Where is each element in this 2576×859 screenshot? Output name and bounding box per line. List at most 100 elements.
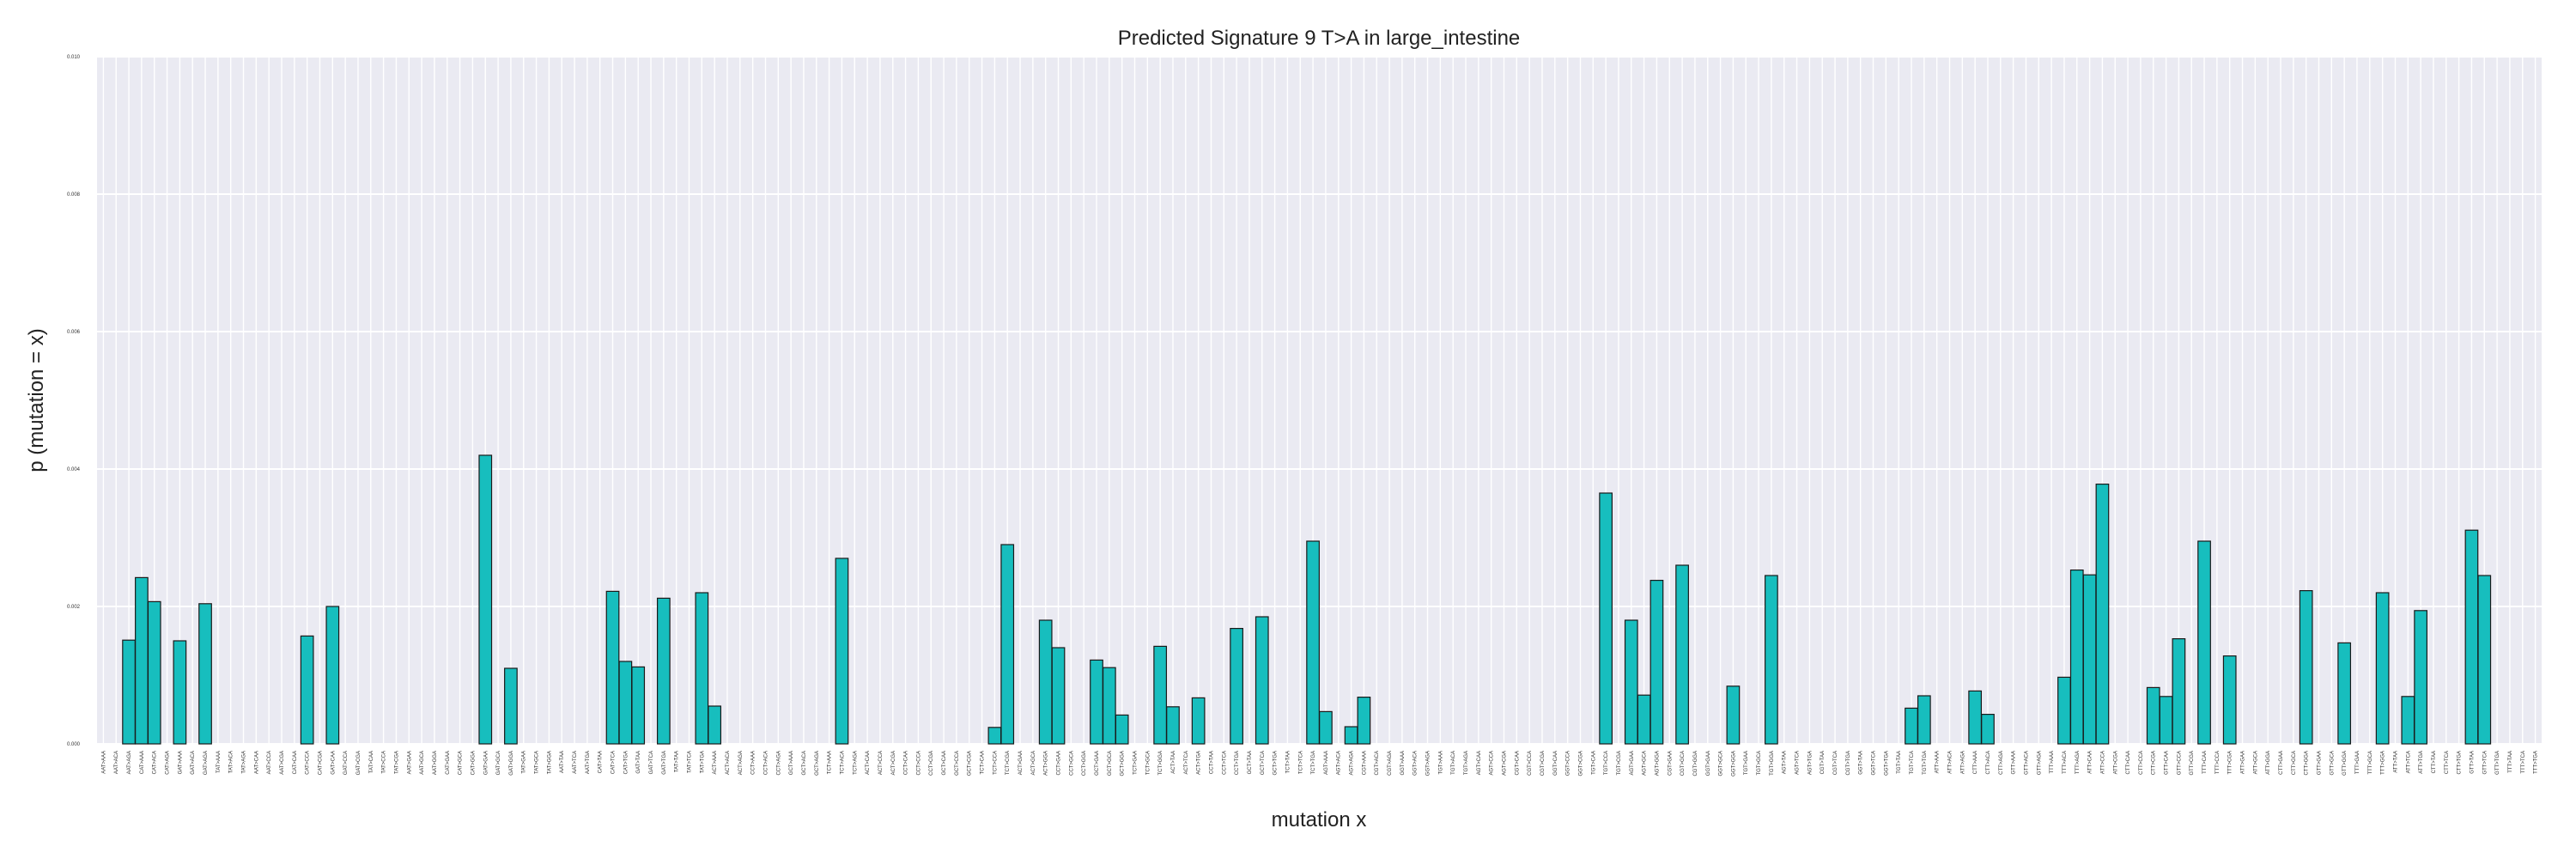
x-tick-label: GTT>CAA <box>2165 751 2170 775</box>
x-tick-label: GGT>TAA <box>1859 751 1864 775</box>
x-tick-label: CCT>GCA <box>1069 751 1074 776</box>
x-tick-label: TAT>TCA <box>688 751 693 773</box>
x-tick-label: GTT>CGA <box>2190 751 2195 776</box>
x-tick-label: GTT>ACA <box>2024 751 2029 775</box>
x-tick-label: TCT>ACA <box>840 751 845 775</box>
x-tick-label: TGT>ACA <box>1451 751 1456 775</box>
x-tick-label: AGT>TGA <box>1807 751 1813 775</box>
bar <box>173 640 187 745</box>
x-tick-label: GCT>GCA <box>1108 751 1113 776</box>
x-tick-label: AGT>CGA <box>1503 751 1508 776</box>
x-tick-label: CTT>GCA <box>2292 751 2297 775</box>
x-tick-label: GAT>CAA <box>331 751 336 775</box>
x-tick-label: AGT>CCA <box>1490 751 1495 776</box>
x-tick-label: AGT>TCA <box>1795 751 1801 775</box>
bar <box>1038 619 1053 745</box>
bar <box>2464 529 2479 745</box>
x-tick-label: ACT>GGA <box>1044 751 1049 776</box>
x-tick-label: AGT>GAA <box>1630 751 1635 776</box>
bar <box>2414 610 2427 745</box>
x-tick-label: TGT>TCA <box>1910 751 1915 775</box>
bar <box>618 661 633 745</box>
x-tick-label: ACT>CAA <box>866 751 871 775</box>
x-tick-label: GCT>CGA <box>968 751 973 776</box>
x-tick-label: ACT>AGA <box>738 751 744 775</box>
x-tick-label: CCT>TGA <box>1235 751 1240 775</box>
bar <box>198 603 212 745</box>
x-tick-label: GGT>ACA <box>1413 751 1419 776</box>
x-tick-label: GGT>CGA <box>1578 751 1583 777</box>
x-tick-label: GCT>GAA <box>1095 751 1100 776</box>
x-tick-label: TTT>TGA <box>2534 751 2539 774</box>
bar <box>2222 655 2237 745</box>
x-tick-label: CGT>TGA <box>1846 751 1851 776</box>
x-tick-label: AAT>AGA <box>127 751 132 774</box>
x-tick-label: TTT>TAA <box>2508 751 2513 773</box>
x-tick-label: TTT>CGA <box>2228 751 2233 775</box>
bar <box>835 557 849 745</box>
bar <box>2337 642 2352 745</box>
x-tick-label: AAT>ACA <box>114 751 119 774</box>
x-tick-label: CGT>TAA <box>1820 751 1826 774</box>
x-tick-label: TAT>ACA <box>229 751 234 773</box>
x-tick-label: ACT>TCA <box>1184 751 1189 775</box>
x-tick-label: ACT>GAA <box>1018 751 1024 775</box>
x-tick-label: GGT>CAA <box>1553 751 1558 776</box>
x-tick-label: ATT>CAA <box>2088 751 2093 774</box>
x-tick-label: TAT>CGA <box>394 751 399 774</box>
x-tick-label: GCT>TGA <box>1273 751 1279 776</box>
x-tick-label: AGT>GGA <box>1655 751 1660 776</box>
bar <box>300 635 314 745</box>
x-tick-label: GGT>GGA <box>1731 751 1736 777</box>
x-tick-label: ATT>GGA <box>2266 751 2271 775</box>
bars <box>122 454 2492 745</box>
bar <box>1000 544 1015 745</box>
x-tick-label: TCT>TCA <box>1298 751 1303 774</box>
x-tick-label: AAT>GGA <box>433 751 438 775</box>
x-tick-label: CTT>AAA <box>1973 751 1978 774</box>
x-tick-label: CTT>CAA <box>2126 751 2131 775</box>
x-tick-label: ATT>GCA <box>2253 751 2258 774</box>
bar <box>122 639 136 745</box>
x-tick-label: CTT>TGA <box>2458 751 2463 775</box>
x-tick-label: TTT>CCA <box>2215 751 2221 774</box>
x-tick-label: TGT>AAA <box>1438 751 1443 775</box>
x-tick-label: ACT>GCA <box>1031 751 1036 776</box>
x-tick-label: TGT>CCA <box>1604 751 1609 775</box>
x-tick-label: GAT>GAA <box>483 751 489 775</box>
x-tick-label: CTT>GGA <box>2305 751 2310 776</box>
x-tick-label: GCT>TCA <box>1261 751 1266 775</box>
x-tick-label: AAT>CGA <box>280 751 285 775</box>
x-tick-label: CAT>GGA <box>471 751 476 775</box>
x-tick-label: CCT>GAA <box>1057 751 1062 776</box>
x-tick-label: TCT>GAA <box>1133 751 1138 775</box>
x-tick-label: TGT>GAA <box>1744 751 1749 775</box>
x-tick-label: AAT>TAA <box>560 751 565 773</box>
x-tick-label: TCT>GCA <box>1145 751 1151 775</box>
x-tick-label: GGT>TGA <box>1884 751 1889 776</box>
x-tick-label: GCT>CCA <box>955 751 960 776</box>
bar <box>1306 540 1320 745</box>
x-tick-label: ATT>CGA <box>2113 751 2118 774</box>
x-tick-label: TGT>CAA <box>1591 751 1596 775</box>
x-tick-label: TTT>GGA <box>2381 751 2386 775</box>
x-tick-label: GAT>TGA <box>662 751 667 775</box>
x-tick-label: GAT>ACA <box>191 751 196 775</box>
bar <box>504 667 518 745</box>
x-tick-label: ATT>CCA <box>2100 751 2105 774</box>
x-tick-label: CTT>CGA <box>2152 751 2157 775</box>
bar <box>1357 696 1371 745</box>
x-tick-label: CCT>CAA <box>904 751 909 775</box>
bar <box>2146 686 2160 745</box>
x-tick-label: CTT>ACA <box>1986 751 1991 775</box>
x-tick-label: TCT>GGA <box>1158 751 1163 776</box>
bar <box>1051 647 1066 745</box>
x-tick-label: TCT>AGA <box>853 751 858 775</box>
x-tick-label: GCT>TAA <box>1248 751 1253 774</box>
x-tick-label: AAT>AAA <box>101 751 106 774</box>
x-tick-label: TCT>CAA <box>981 751 986 775</box>
bar <box>1637 694 1651 745</box>
bar <box>2375 592 2390 745</box>
x-tick-label: GCT>ACA <box>802 751 807 776</box>
